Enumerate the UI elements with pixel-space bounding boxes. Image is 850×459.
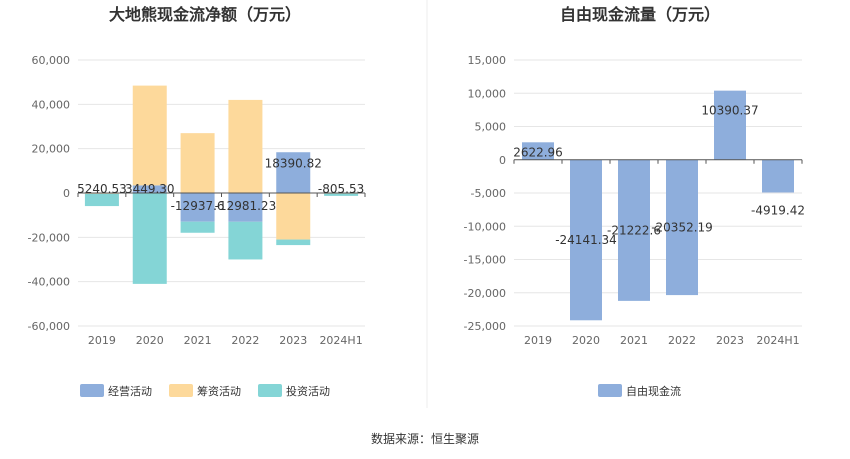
y-tick-label: 20,000 (32, 143, 71, 156)
y-tick-label: -15,000 (464, 254, 506, 267)
data-label: 2622.96 (513, 145, 563, 159)
x-tick-label: 2021 (620, 334, 648, 347)
y-tick-label: -5,000 (471, 187, 506, 200)
data-label: -4919.42 (751, 203, 805, 217)
x-tick-label: 2020 (572, 334, 600, 347)
x-tick-label: 2024H1 (319, 334, 362, 347)
data-label: -12937.6 (171, 199, 225, 213)
x-tick-label: 2024H1 (756, 334, 799, 347)
data-label: 3449.30 (125, 182, 175, 196)
data-label: -24141.34 (555, 233, 617, 247)
legend-swatch-investing (258, 384, 282, 397)
bar-fcf (570, 159, 602, 321)
legend-swatch-operating (80, 384, 104, 397)
legend-swatch-financing (169, 384, 193, 397)
bar-investing (180, 221, 215, 233)
x-tick-label: 2022 (668, 334, 696, 347)
legend-label: 经营活动 (108, 384, 152, 398)
data-label: -21222.6 (607, 223, 661, 237)
bar-investing (132, 193, 167, 284)
x-tick-label: 2023 (716, 334, 744, 347)
data-label: -12981.23 (215, 199, 277, 213)
legend-label: 自由现金流 (626, 384, 681, 398)
bar-fcf (522, 142, 554, 160)
bar-operating (132, 185, 167, 193)
data-label: 5240.53 (77, 182, 127, 196)
y-tick-label: -60,000 (28, 320, 70, 333)
data-label: 18390.82 (265, 157, 322, 171)
y-tick-label: -10,000 (464, 220, 506, 233)
y-tick-label: 0 (63, 187, 70, 200)
x-tick-label: 2020 (136, 334, 164, 347)
y-tick-label: -20,000 (28, 231, 70, 244)
bar-financing (276, 193, 311, 240)
bar-investing (228, 221, 263, 260)
legend-label: 筹资活动 (197, 384, 241, 398)
bar-investing (324, 193, 359, 196)
data-label: -805.53 (318, 182, 364, 196)
x-tick-label: 2022 (231, 334, 259, 347)
y-tick-label: 5,000 (475, 121, 507, 134)
bar-financing (228, 99, 263, 193)
y-tick-label: 15,000 (468, 54, 507, 67)
x-tick-label: 2023 (279, 334, 307, 347)
y-tick-label: -25,000 (464, 320, 506, 333)
chart-title: 自由现金流量（万元） (560, 5, 720, 24)
legend-swatch-fcf (598, 384, 622, 397)
bar-fcf (762, 159, 794, 193)
legend-label: 投资活动 (286, 384, 330, 398)
bar-operating (228, 193, 263, 222)
bar-fcf (714, 90, 746, 160)
data-label: 10390.37 (701, 104, 758, 118)
bar-financing (132, 85, 167, 186)
bar-operating (276, 152, 311, 193)
bar-investing (84, 193, 119, 207)
y-tick-label: 40,000 (32, 98, 71, 111)
x-tick-label: 2021 (184, 334, 212, 347)
bar-operating (180, 193, 215, 222)
bar-investing (276, 239, 311, 246)
data-label: -20352.19 (651, 220, 713, 234)
y-tick-label: 60,000 (32, 54, 71, 67)
source-note: 数据来源：恒生聚源 (371, 431, 479, 446)
y-tick-label: -40,000 (28, 276, 70, 289)
y-tick-label: -20,000 (464, 287, 506, 300)
bar-fcf (666, 159, 698, 296)
y-tick-label: 0 (499, 154, 506, 167)
x-tick-label: 2019 (524, 334, 552, 347)
bar-fcf (618, 159, 650, 301)
y-tick-label: 10,000 (468, 87, 507, 100)
x-tick-label: 2019 (88, 334, 116, 347)
bar-financing (180, 133, 215, 193)
chart-title: 大地熊现金流净额（万元） (109, 5, 301, 24)
